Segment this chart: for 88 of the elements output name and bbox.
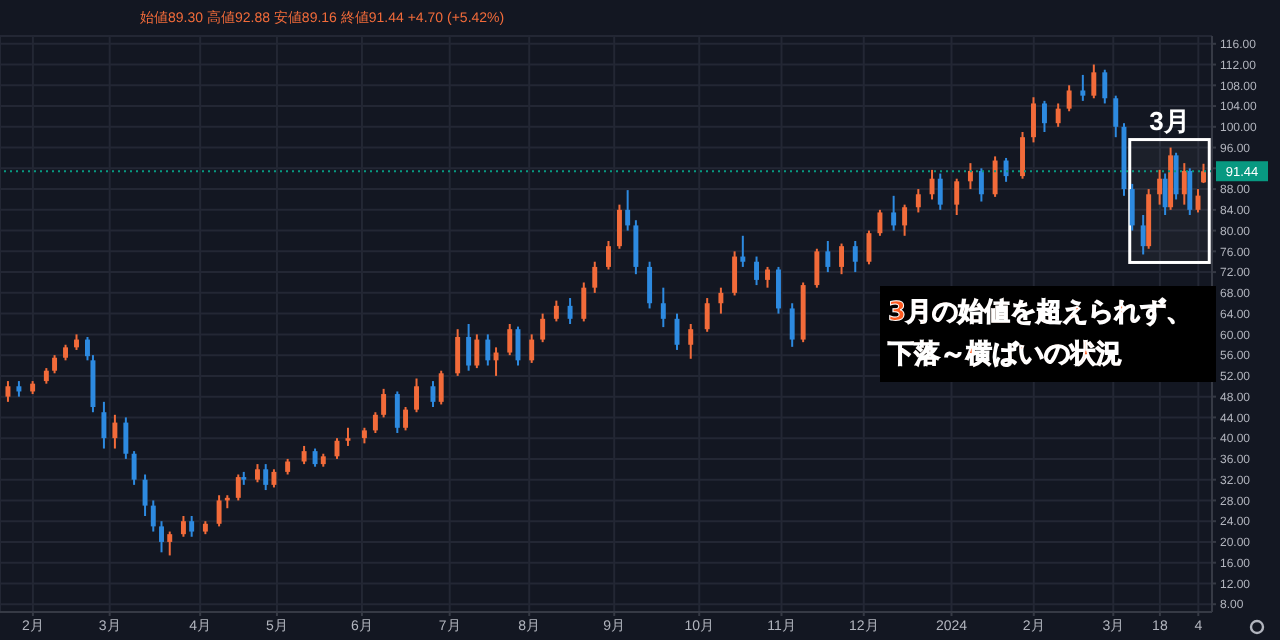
candlestick	[866, 229, 872, 266]
candlestick	[112, 413, 118, 450]
candlestick	[1162, 172, 1168, 217]
candlestick	[216, 494, 222, 528]
candlestick	[529, 333, 535, 364]
candlestick	[625, 189, 631, 232]
candlestick	[1129, 182, 1135, 232]
candlestick	[438, 369, 444, 406]
candlestick	[414, 377, 419, 414]
candlestick	[852, 239, 858, 274]
candlestick	[688, 323, 694, 360]
candlestick	[915, 188, 921, 214]
candlestick	[660, 286, 666, 329]
candlestick	[1181, 162, 1187, 206]
candlestick	[1201, 162, 1206, 185]
candlestick	[455, 328, 461, 377]
candlestick	[740, 234, 746, 268]
candlestick	[131, 450, 137, 486]
candlestick	[474, 333, 480, 370]
candlestick	[507, 323, 513, 357]
candlestick	[891, 194, 897, 232]
candlestick	[647, 260, 653, 310]
candlestick	[1031, 96, 1036, 144]
candlestick	[789, 302, 795, 348]
candlestick	[394, 390, 400, 434]
candlestick	[765, 265, 770, 289]
candlestick	[839, 242, 845, 276]
candlestick	[1003, 156, 1009, 183]
candlestick	[877, 208, 883, 237]
candlestick	[493, 346, 499, 377]
candlestick	[992, 155, 998, 198]
candlestick	[301, 444, 307, 466]
candlestick	[1157, 168, 1163, 206]
candlestick	[902, 203, 908, 237]
annotation: 3月の始値を超えられず、下落～横ばいの状況	[880, 286, 1216, 382]
candlestick	[978, 167, 984, 203]
candlestick	[1066, 84, 1072, 113]
candlestick	[929, 168, 935, 201]
candlestick	[485, 333, 491, 367]
candlestick	[1173, 151, 1179, 201]
candlestick	[1080, 73, 1086, 102]
candlestick	[255, 463, 260, 484]
candlestick	[159, 520, 164, 554]
candlestick	[967, 162, 973, 191]
candlestick	[754, 255, 760, 287]
candlestick	[704, 297, 710, 333]
candlestick	[954, 177, 960, 217]
candlestick	[540, 312, 546, 344]
candlestick	[633, 219, 639, 276]
candlestick	[466, 323, 472, 372]
candlestick	[1091, 63, 1097, 100]
candlestick	[101, 400, 107, 450]
candlestick	[567, 297, 573, 325]
candlestick	[1055, 102, 1061, 128]
candlestick	[814, 247, 820, 289]
candlestick	[381, 387, 387, 419]
candlestick	[123, 416, 129, 460]
candlestick	[1187, 167, 1193, 217]
candlestick	[718, 286, 724, 315]
candlestick	[732, 250, 738, 297]
candlestick	[189, 515, 195, 538]
candlestick	[150, 499, 156, 533]
candlestick	[606, 239, 611, 271]
candlestick	[592, 260, 598, 294]
candlestick	[167, 530, 173, 557]
candlestick	[180, 515, 186, 538]
candlestick	[235, 473, 241, 502]
candlestick	[825, 239, 831, 274]
candlestick	[1020, 131, 1025, 180]
candlestick	[1113, 94, 1119, 139]
candlestick	[142, 473, 148, 517]
candlestick	[581, 281, 587, 323]
candlestick	[52, 354, 58, 375]
candlestick	[616, 203, 622, 250]
candlestick	[5, 380, 11, 403]
candlestick	[937, 172, 943, 211]
candlestick	[1041, 99, 1047, 133]
candlestick	[1102, 68, 1108, 105]
candlestick	[553, 299, 559, 323]
candlestick	[271, 468, 277, 489]
candlestick	[312, 447, 318, 468]
band-label: 3月	[1149, 105, 1190, 136]
candlestick	[345, 426, 351, 447]
candlestick	[1140, 214, 1146, 256]
candlestick	[776, 265, 781, 315]
candlestick	[403, 406, 409, 432]
candlestick	[263, 463, 269, 492]
candlestick	[372, 411, 378, 434]
